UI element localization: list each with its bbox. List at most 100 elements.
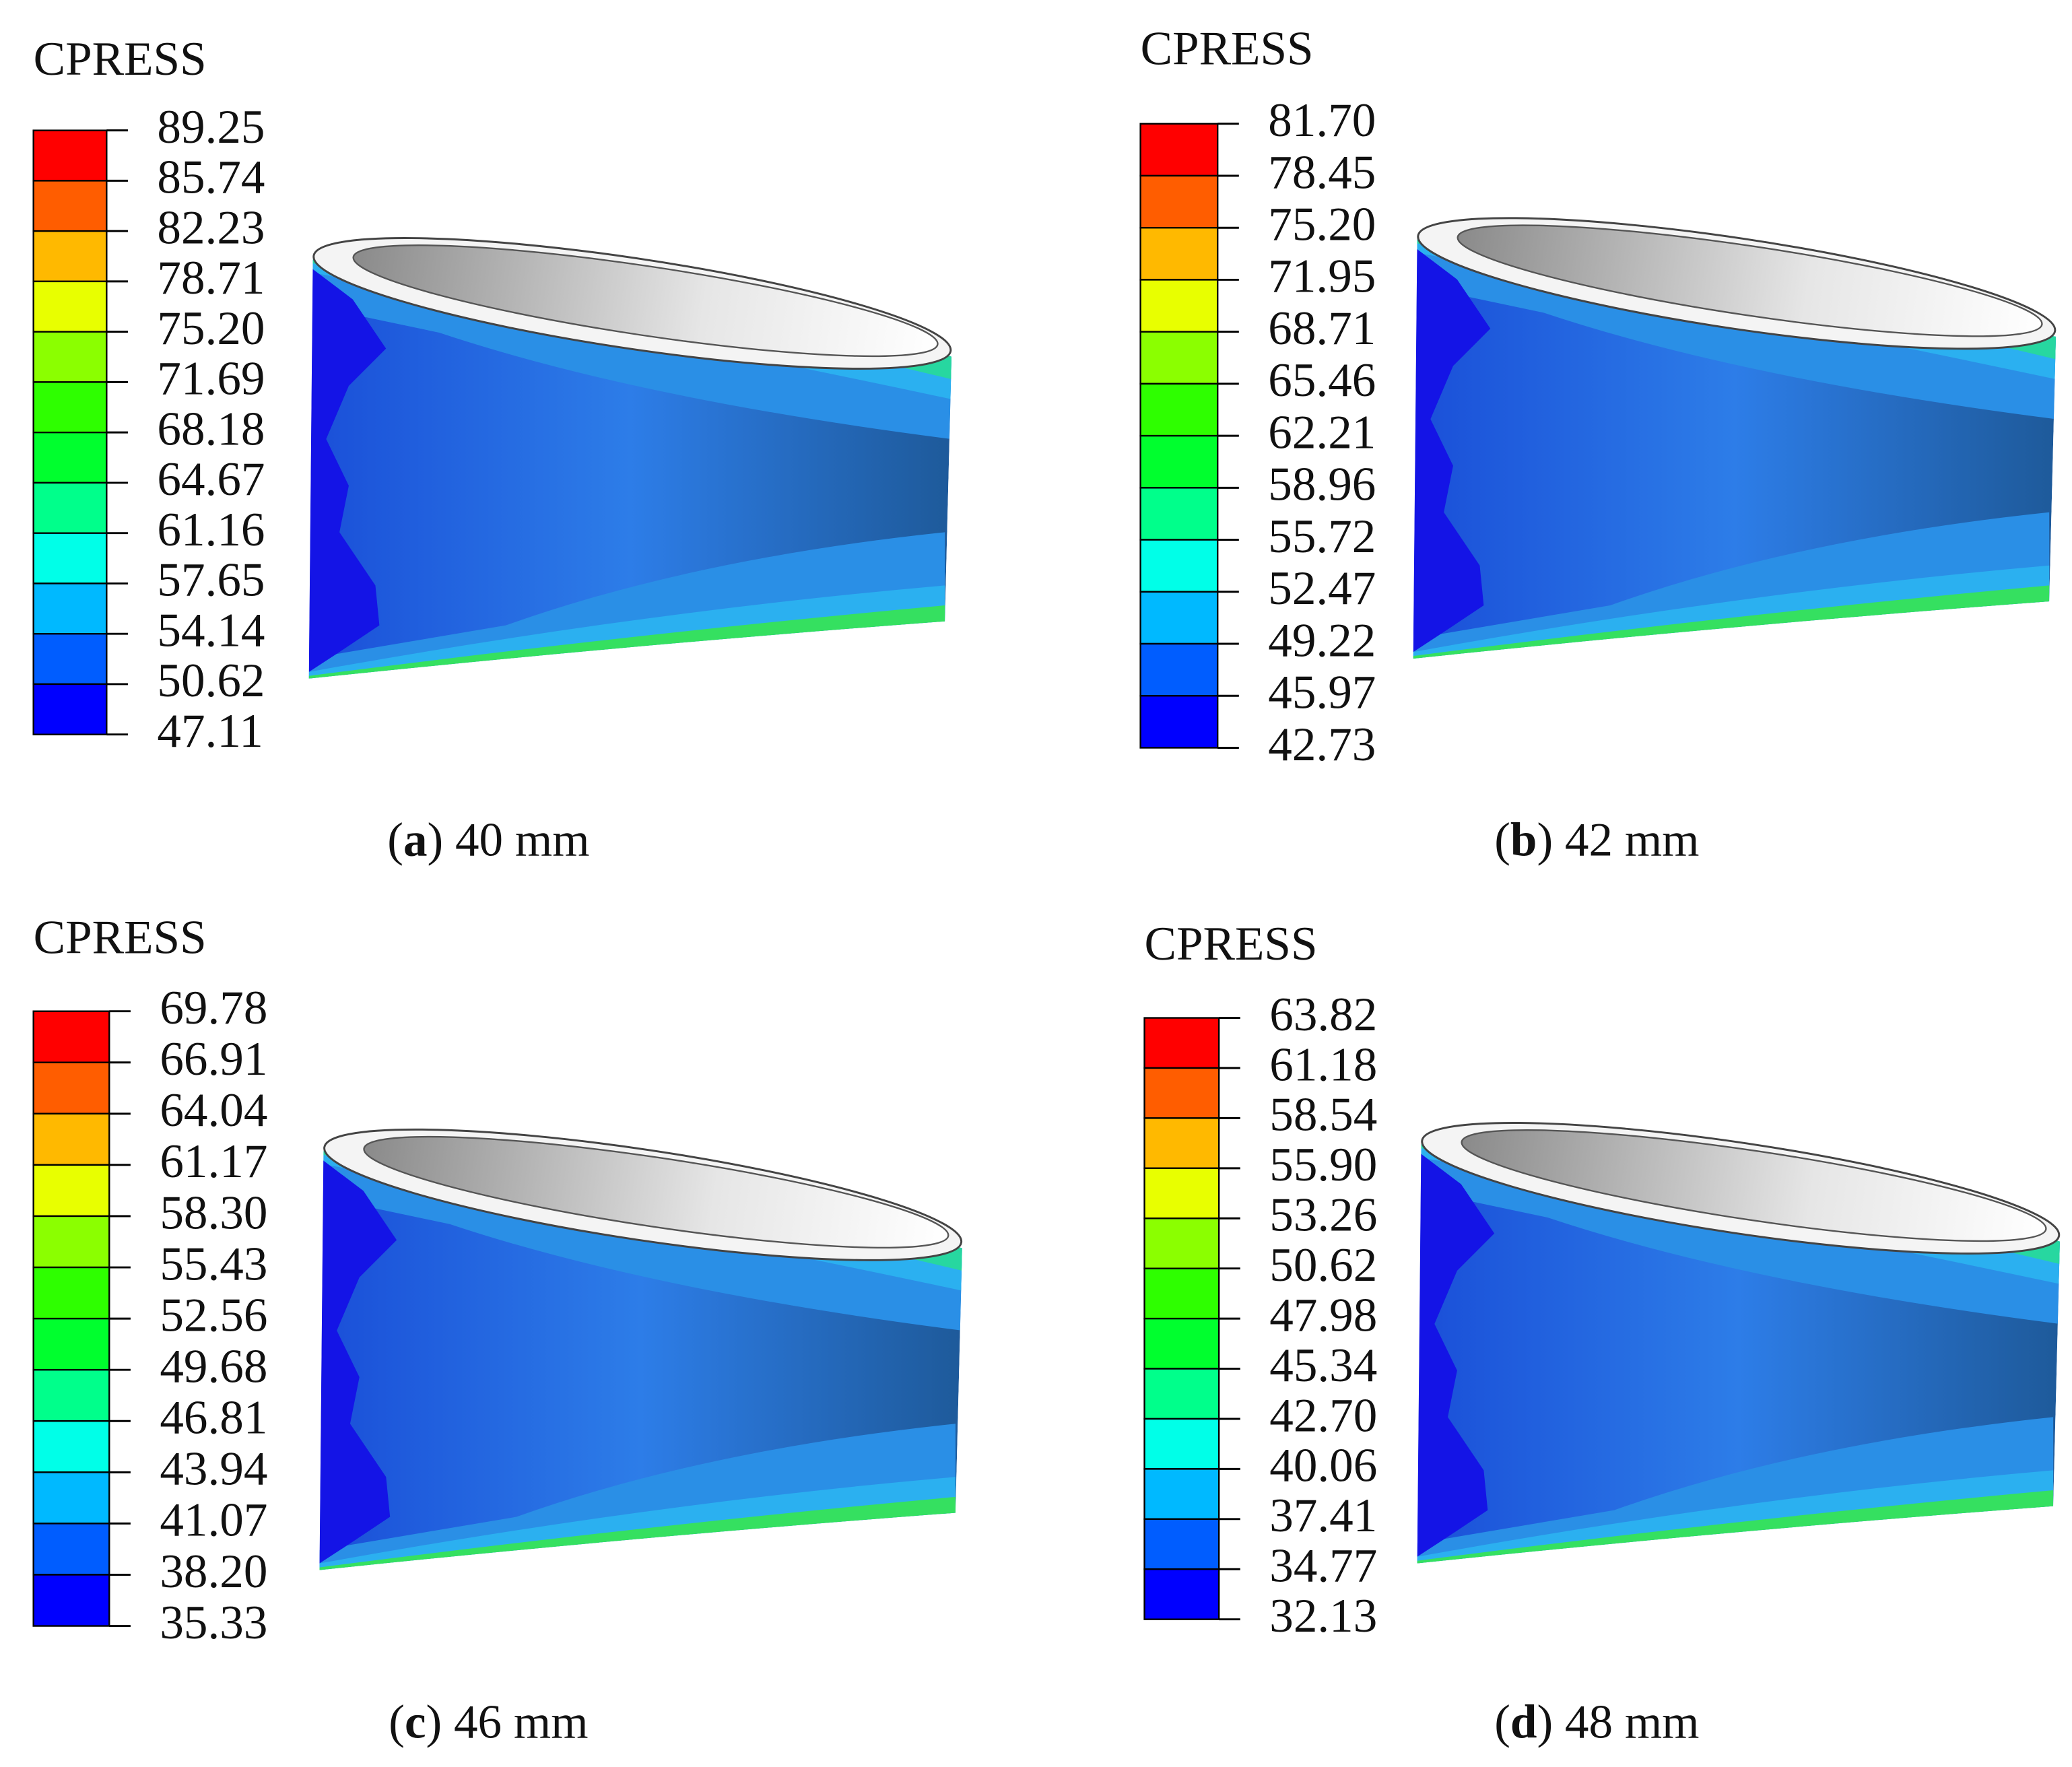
tick-label: 75.20 — [157, 302, 265, 355]
legend-band — [32, 1010, 110, 1063]
legend-band — [1143, 1568, 1220, 1620]
caption-text: ) 40 mm — [428, 814, 590, 867]
tick-label: 58.30 — [160, 1187, 267, 1239]
legend-title: CPRESS — [34, 33, 207, 86]
tick-label: 55.72 — [1268, 510, 1376, 563]
tick-label: 64.67 — [157, 453, 265, 506]
cap-inner — [352, 244, 939, 358]
panel: CPRESS 89.2585.7482.2378.7175.2071.6968.1… — [32, 33, 952, 867]
legend-band — [32, 633, 108, 686]
cylinder — [308, 237, 952, 679]
legend-band — [32, 1420, 110, 1473]
legend-band — [32, 431, 108, 484]
tick-label: 89.25 — [157, 101, 265, 154]
tick-label: 69.78 — [160, 982, 267, 1034]
tick-label: 37.41 — [1269, 1490, 1377, 1542]
legend-band — [32, 582, 108, 635]
contour-bot2 — [308, 585, 945, 679]
caption-open: ( — [389, 1696, 405, 1749]
legend-band — [1143, 1418, 1220, 1470]
tick-label: 78.71 — [157, 252, 265, 304]
legend-band — [1143, 1368, 1220, 1420]
legend-band — [32, 1266, 110, 1320]
cylinder — [1417, 1121, 2061, 1564]
legend-band — [1143, 1518, 1220, 1570]
contour-bot2 — [1413, 565, 2050, 659]
tick-label: 54.14 — [157, 604, 265, 657]
legend-band — [32, 280, 108, 333]
legend-band — [1143, 1267, 1220, 1320]
tick-label: 75.20 — [1268, 199, 1376, 251]
legend-band — [1139, 434, 1219, 489]
tick-label: 85.74 — [157, 152, 265, 204]
tick-label: 52.47 — [1268, 562, 1376, 615]
tick-label: 65.46 — [1268, 354, 1376, 407]
caption: (d) 48 mm — [1494, 1696, 1699, 1749]
legend-band — [32, 1215, 110, 1269]
tick-label: 50.62 — [1269, 1239, 1377, 1292]
tick-label: 46.81 — [160, 1392, 267, 1444]
contour-bot2 — [1417, 1470, 2054, 1564]
caption-text: ) 48 mm — [1537, 1696, 1699, 1749]
contour-bot3 — [319, 1496, 956, 1570]
caption-open: ( — [1494, 1696, 1510, 1749]
caption-text: ) 42 mm — [1537, 814, 1699, 867]
cap-inner — [1457, 224, 2043, 337]
contour-bot3 — [308, 605, 945, 679]
caption-text: ) 46 mm — [426, 1696, 589, 1749]
panel: CPRESS 81.7078.4575.2071.9568.7165.4662.2… — [1139, 22, 2057, 867]
cap-inner — [1461, 1129, 2047, 1242]
tick-label: 55.90 — [1269, 1139, 1377, 1191]
contour-bot — [1413, 512, 2050, 659]
tick-label: 49.68 — [160, 1340, 267, 1393]
tick-label: 68.71 — [1268, 302, 1376, 355]
legend-band — [32, 1061, 110, 1115]
cap-inner — [363, 1135, 949, 1248]
legend-band — [1139, 279, 1219, 333]
legend-band — [1143, 1468, 1220, 1521]
caption-open: ( — [387, 814, 403, 867]
tick-label: 50.62 — [157, 655, 265, 707]
legend-band — [32, 683, 108, 735]
tick-label: 52.56 — [160, 1289, 267, 1341]
tick-label: 34.77 — [1269, 1540, 1377, 1593]
caption-open: ( — [1494, 814, 1510, 867]
legend-band — [1143, 1017, 1220, 1069]
tick-label: 43.94 — [160, 1443, 267, 1496]
caption: (c) 46 mm — [389, 1696, 588, 1749]
tick-label: 32.13 — [1269, 1590, 1377, 1642]
legend-band — [32, 1369, 110, 1422]
tick-label: 71.69 — [157, 353, 265, 405]
tick-label: 41.07 — [160, 1494, 267, 1547]
contour-bot — [308, 532, 945, 679]
legend-band — [32, 1574, 110, 1627]
cylinder — [1413, 217, 2057, 659]
tick-label: 47.11 — [157, 705, 263, 758]
legend-band — [32, 331, 108, 383]
tick-label: 49.22 — [1268, 614, 1376, 667]
tick-label: 57.65 — [157, 554, 265, 607]
tick-label: 61.18 — [1269, 1038, 1377, 1091]
tick-label: 64.04 — [160, 1084, 267, 1137]
tick-label: 61.17 — [160, 1135, 267, 1188]
tick-label: 81.70 — [1268, 94, 1376, 147]
legend-band — [1143, 1317, 1220, 1370]
contour-min — [1413, 246, 1491, 653]
contour-bot — [319, 1424, 956, 1570]
legend-band — [1139, 695, 1219, 749]
caption-letter: b — [1510, 814, 1537, 867]
legend-band — [1139, 123, 1219, 177]
legend-band — [32, 1471, 110, 1525]
legend-band — [1139, 174, 1219, 229]
legend-band — [1139, 382, 1219, 437]
tick-label: 68.18 — [157, 403, 265, 455]
legend-title: CPRESS — [34, 911, 207, 964]
legend-band — [32, 129, 108, 182]
tick-label: 53.26 — [1269, 1189, 1377, 1242]
tick-label: 66.91 — [160, 1033, 267, 1086]
legend-band — [32, 532, 108, 585]
tick-label: 71.95 — [1268, 251, 1376, 303]
contour-min — [308, 266, 387, 672]
legend-band — [32, 381, 108, 434]
tick-label: 38.20 — [160, 1545, 267, 1598]
